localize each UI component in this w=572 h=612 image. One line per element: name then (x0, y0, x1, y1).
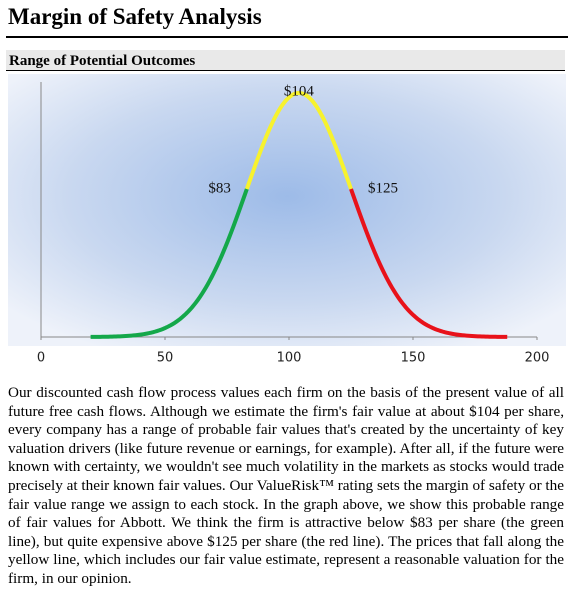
curve-segment (90, 188, 249, 339)
marker-label: $104 (284, 83, 315, 99)
marker-label: $83 (208, 180, 231, 196)
x-tick-label: 50 (157, 351, 174, 366)
marker-label: $125 (368, 180, 398, 196)
chart: 0 50 100 150 200 $83 $104 $125 (8, 74, 566, 366)
plot-background (8, 74, 566, 346)
curve-segment (244, 90, 353, 190)
x-tick-label: 200 (525, 351, 550, 366)
page-title: Margin of Safety Analysis (8, 4, 262, 29)
section-title: Range of Potential Outcomes (6, 50, 565, 71)
x-tick-label: 150 (401, 351, 426, 366)
x-tick-label: 0 (37, 351, 45, 366)
x-tick-label: 100 (277, 351, 302, 366)
title-rule (6, 36, 568, 38)
curve-segment (349, 188, 508, 339)
body-text: Our discounted cash flow process values … (8, 384, 564, 587)
